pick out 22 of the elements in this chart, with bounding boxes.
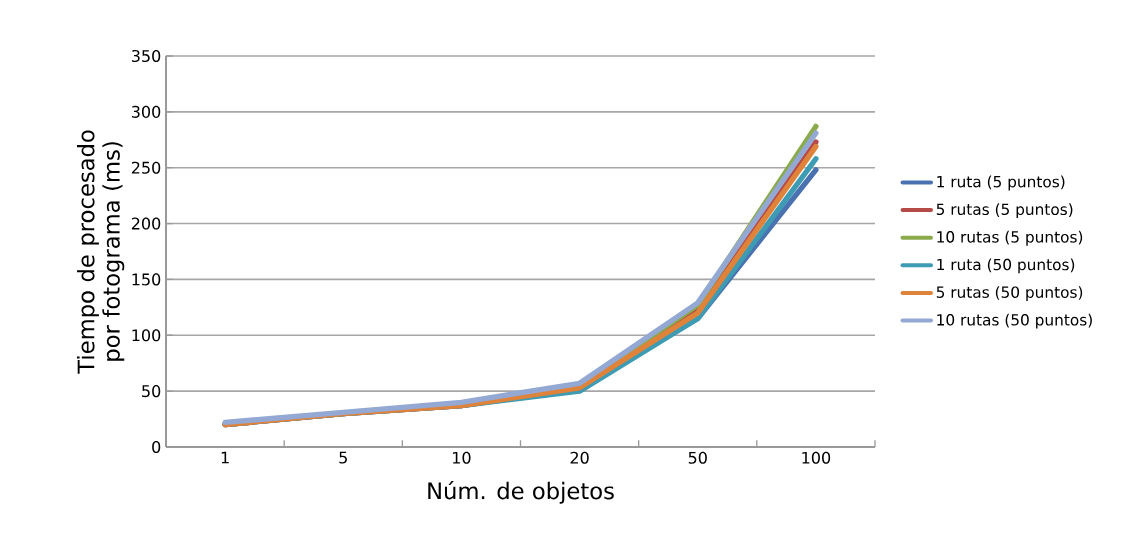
legend-label: 10 rutas (50 puntos) <box>937 313 1092 329</box>
x-tick-label: 50 <box>688 451 707 464</box>
y-tick-label: 200 <box>131 217 161 230</box>
y-tick-label: 100 <box>132 329 161 342</box>
y-tick-label: 150 <box>132 273 161 286</box>
y-axis-title: Tiempo de procesado por fotograma (ms) <box>76 130 125 374</box>
y-tick-label: 300 <box>131 105 161 118</box>
legend-label: 1 ruta (5 puntos) <box>937 175 1065 191</box>
x-tick-label: 5 <box>339 451 347 464</box>
x-tick-label: 10 <box>453 451 471 464</box>
legend-label: 10 rutas (5 puntos) <box>937 230 1083 246</box>
y-tick-label: 0 <box>152 440 161 454</box>
y-tick-label: 50 <box>142 385 161 398</box>
legend-label: 1 ruta (50 puntos) <box>937 258 1075 274</box>
x-tick-label: 100 <box>802 451 831 464</box>
legend-label: 5 rutas (50 puntos) <box>936 286 1083 301</box>
legend-label: 5 rutas (5 puntos) <box>936 203 1073 219</box>
y-tick-label: 350 <box>131 49 161 63</box>
x-tick-label: 20 <box>570 451 589 464</box>
y-tick-label: 250 <box>131 161 161 174</box>
x-tick-label: 1 <box>221 451 229 464</box>
x-axis-title: Núm. de objetos <box>428 480 614 504</box>
